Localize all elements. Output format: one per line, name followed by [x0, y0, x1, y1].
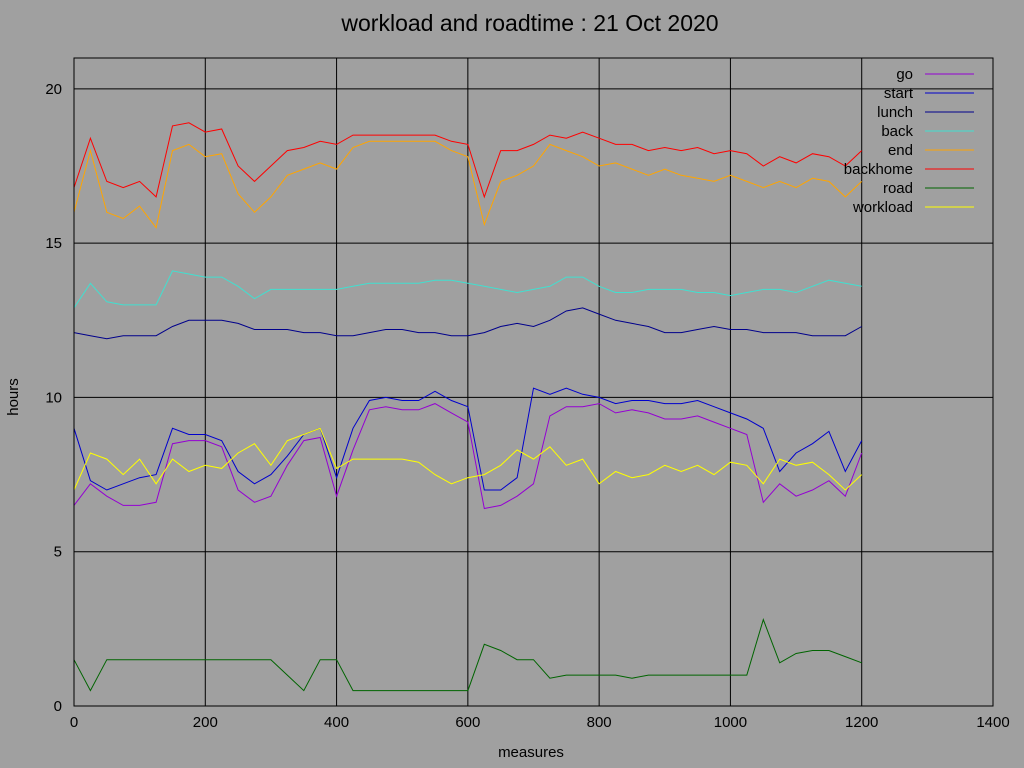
legend: go start lunch back end backhome road workload [844, 66, 974, 216]
grid-lines [74, 58, 993, 706]
series-line-go [73, 403, 863, 510]
series-line-backhome [73, 122, 863, 199]
y-tick-label-20: 20 [45, 81, 62, 98]
series-layer [73, 122, 863, 692]
y-tick-label-15: 15 [45, 235, 62, 252]
x-tick-label-1400: 1400 [976, 714, 1009, 731]
x-tick-label-0: 0 [70, 714, 78, 731]
legend-label-end: end [888, 142, 913, 159]
x-axis-title: measures [498, 744, 564, 761]
series-line-start [73, 387, 863, 491]
x-tick-label-600: 600 [455, 714, 480, 731]
legend-label-road: road [883, 180, 913, 197]
x-tick-label-200: 200 [193, 714, 218, 731]
y-axis-title: hours [5, 378, 22, 416]
x-tick-label-1200: 1200 [845, 714, 878, 731]
legend-label-start: start [884, 85, 914, 102]
chart-title: workload and roadtime : 21 Oct 2020 [340, 10, 718, 36]
legend-label-back: back [881, 123, 913, 140]
x-tick-label-400: 400 [324, 714, 349, 731]
series-line-workload [73, 427, 863, 491]
legend-label-go: go [896, 66, 913, 83]
y-tick-label-5: 5 [54, 544, 62, 561]
x-tick-label-800: 800 [587, 714, 612, 731]
axis-ticks: 0 200 400 600 800 1000 1200 1400 0 5 10 15 20 [45, 81, 1009, 731]
legend-label-lunch: lunch [877, 104, 913, 121]
series-line-lunch [73, 307, 862, 340]
series-line-back [73, 270, 862, 309]
y-tick-label-0: 0 [54, 698, 62, 715]
x-tick-label-1000: 1000 [714, 714, 747, 731]
series-line-road [73, 618, 862, 692]
legend-label-backhome: backhome [844, 161, 913, 178]
plot-frame [73, 57, 994, 707]
y-tick-label-10: 10 [45, 389, 62, 406]
series-line-end [73, 140, 863, 229]
legend-label-workload: workload [852, 199, 913, 216]
